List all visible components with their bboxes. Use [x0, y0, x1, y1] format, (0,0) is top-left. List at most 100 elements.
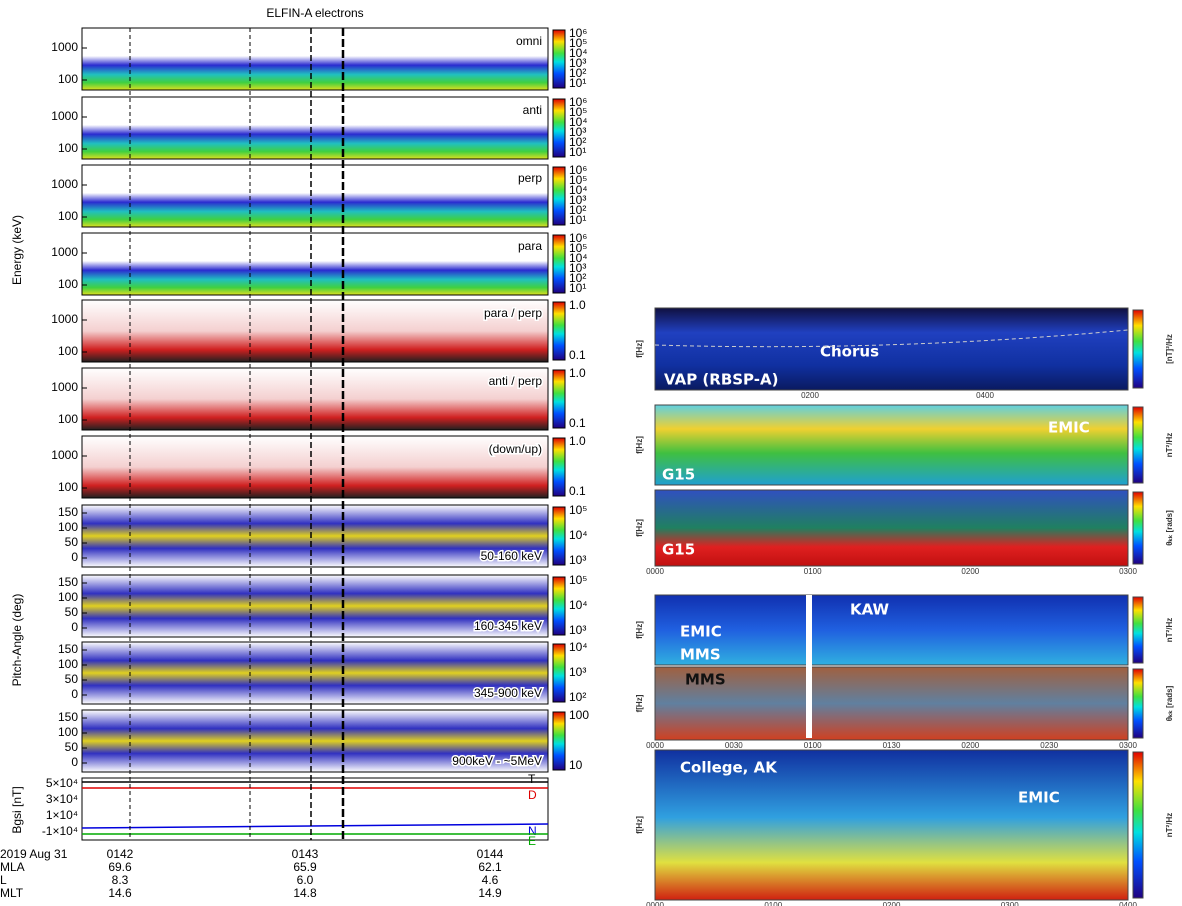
- panel-annotation: KAW: [850, 601, 890, 619]
- colorbar-label: 10⁴: [569, 115, 588, 129]
- spectrogram-panel: [81, 164, 549, 228]
- colorbar-label: 10⁴: [569, 640, 588, 654]
- panel-annotation: G15: [662, 541, 695, 559]
- footer-label: 0144: [477, 847, 504, 861]
- colorbar-label: 10¹: [569, 213, 586, 227]
- footer-label: 2019 Aug 31: [0, 847, 68, 861]
- y-tick-label: 0: [71, 620, 78, 634]
- colorbar-label: 100: [569, 708, 589, 722]
- colorbar-label: 10¹: [569, 76, 586, 90]
- x-tick-label: 0000: [646, 567, 664, 576]
- colorbar: [1132, 596, 1144, 664]
- panel-label: 50-160 keV: [481, 549, 542, 563]
- y-tick-label: 100: [58, 141, 78, 155]
- b-component: D: [528, 788, 537, 802]
- footer-label: 0143: [292, 847, 319, 861]
- y-tick-label: 100: [58, 277, 78, 291]
- spectrogram-panel: [654, 404, 1129, 486]
- footer-label: MLT: [0, 886, 24, 900]
- colorbar-label: nT²/Hz: [1165, 813, 1174, 837]
- y-axis-label: f[Hz]: [635, 694, 644, 712]
- y-tick-label: 1000: [51, 40, 78, 54]
- spectrogram-panel: [654, 749, 1129, 901]
- colorbar-label: nT²/Hz: [1165, 433, 1174, 457]
- colorbar-label: 10²: [569, 203, 586, 217]
- colorbar-label: nT²/Hz: [1165, 618, 1174, 642]
- footer-label: 0142: [107, 847, 134, 861]
- spectrogram-panel: [654, 666, 1129, 741]
- colorbar-label: 10⁴: [569, 183, 588, 197]
- panel-label: para / perp: [484, 306, 542, 320]
- y-tick-label: 1000: [51, 245, 78, 259]
- panel-label: anti / perp: [489, 374, 543, 388]
- colorbar-label: 10⁶: [569, 163, 587, 177]
- panel-annotation: College, AK: [680, 759, 778, 777]
- y-tick-label: 50: [65, 605, 79, 619]
- spectrogram-panel: [81, 574, 549, 638]
- y-tick-label: 1000: [51, 380, 78, 394]
- y-tick-label: 1000: [51, 109, 78, 123]
- colorbar: [552, 166, 566, 226]
- b-axis-label: Bgsi [nT]: [10, 786, 24, 833]
- guide-line: [654, 329, 1129, 348]
- colorbar: [552, 29, 566, 89]
- colorbar-label: 10³: [569, 553, 586, 567]
- spectrogram-panel: [81, 96, 549, 160]
- panel-annotation: Chorus: [820, 343, 879, 361]
- colorbar-label: 10⁵: [569, 573, 587, 587]
- x-tick-label: 0230: [1040, 741, 1058, 750]
- colorbar-label: 10⁵: [569, 173, 587, 187]
- colorbar-label: θₖₖ [rads]: [1165, 685, 1174, 721]
- spectrogram-panel: [654, 594, 1129, 666]
- colorbar-label: 10: [569, 758, 583, 772]
- footer-label: 4.6: [482, 873, 499, 887]
- colorbar: [552, 98, 566, 158]
- y-tick-label: 100: [58, 412, 78, 426]
- y-tick-label: 100: [58, 209, 78, 223]
- colorbar-label: 10²: [569, 271, 586, 285]
- y-tick-label: 50: [65, 740, 79, 754]
- x-tick-label: 0000: [646, 741, 664, 750]
- colorbar-label: 10⁵: [569, 241, 587, 255]
- y-tick-label: 100: [58, 657, 78, 671]
- panel-label: 345-900 keV: [474, 686, 542, 700]
- y-axis-label: f[Hz]: [635, 621, 644, 639]
- colorbar: [1132, 406, 1144, 484]
- spectrogram-panel: [81, 232, 549, 296]
- colorbar: [552, 711, 566, 771]
- y-tick-label: 100: [58, 725, 78, 739]
- figure-title: ELFIN-A electrons: [266, 6, 363, 20]
- y-tick-label: 100: [58, 72, 78, 86]
- x-tick-label: 0400: [976, 391, 994, 400]
- colorbar-label: 10⁵: [569, 105, 587, 119]
- colorbar: [552, 369, 566, 429]
- footer-label: 69.6: [108, 860, 132, 874]
- colorbar: [1132, 491, 1144, 565]
- b-component: N: [528, 824, 537, 838]
- x-tick-label: 0400: [1119, 901, 1137, 906]
- colorbar-label: 1.0: [569, 298, 586, 312]
- colorbar-label: 10⁴: [569, 528, 588, 542]
- panel-label: perp: [518, 171, 542, 185]
- footer-label: 6.0: [297, 873, 314, 887]
- colorbar-label: 10⁶: [569, 26, 587, 40]
- x-tick-label: 0100: [804, 567, 822, 576]
- colorbar: [552, 576, 566, 636]
- y-tick-label: 0: [71, 550, 78, 564]
- y-tick-label: 50: [65, 672, 79, 686]
- colorbar-label: 10²: [569, 66, 586, 80]
- y-tick-label: 150: [58, 505, 78, 519]
- y-axis-label: f[Hz]: [635, 519, 644, 537]
- y-axis-label: f[Hz]: [635, 436, 644, 454]
- y-tick-label: 100: [58, 344, 78, 358]
- panel-label: omni: [516, 34, 542, 48]
- colorbar-label: 10⁵: [569, 503, 587, 517]
- colorbar-label: 10³: [569, 261, 586, 275]
- panel-label: (down/up): [489, 442, 542, 456]
- colorbar-label: 1.0: [569, 434, 586, 448]
- colorbar: [552, 643, 566, 703]
- footer-label: 62.1: [478, 860, 502, 874]
- colorbar-label: 10¹: [569, 281, 586, 295]
- y-axis-label: f[Hz]: [635, 816, 644, 834]
- energy-axis-label: Energy (keV): [10, 215, 24, 285]
